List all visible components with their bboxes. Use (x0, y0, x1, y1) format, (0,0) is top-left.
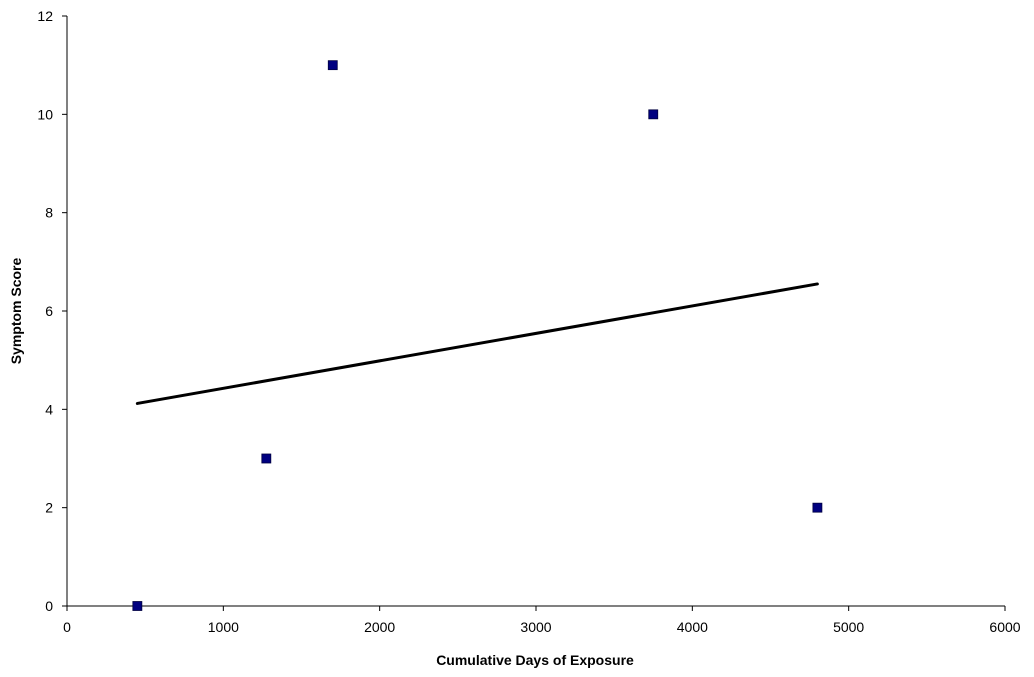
y-tick-label: 10 (37, 106, 53, 122)
x-tick-label: 1000 (208, 619, 239, 635)
x-axis-ticks: 0 1000 2000 3000 4000 5000 6000 (63, 606, 1021, 635)
data-point (648, 109, 659, 120)
x-tick-label: 0 (63, 619, 71, 635)
y-axis-title: Symptom Score (8, 257, 24, 364)
y-tick-label: 8 (45, 205, 53, 221)
y-tick-label: 0 (45, 598, 53, 614)
trendline-group (135, 282, 819, 405)
data-point (327, 60, 338, 71)
data-point (132, 601, 143, 611)
y-tick-label: 2 (45, 500, 53, 516)
y-tick-label: 4 (45, 401, 53, 417)
y-tick-label: 6 (45, 303, 53, 319)
data-point (812, 502, 823, 513)
trendline (135, 282, 819, 405)
y-tick-label: 12 (37, 8, 53, 24)
x-tick-label: 3000 (520, 619, 551, 635)
x-axis-title: Cumulative Days of Exposure (436, 652, 634, 668)
data-points (132, 60, 823, 611)
x-tick-label: 5000 (833, 619, 864, 635)
data-point (261, 453, 272, 464)
x-tick-label: 2000 (364, 619, 395, 635)
y-axis-ticks: 0 2 4 6 8 10 12 (37, 8, 67, 614)
x-tick-label: 4000 (677, 619, 708, 635)
x-tick-label: 6000 (989, 619, 1020, 635)
